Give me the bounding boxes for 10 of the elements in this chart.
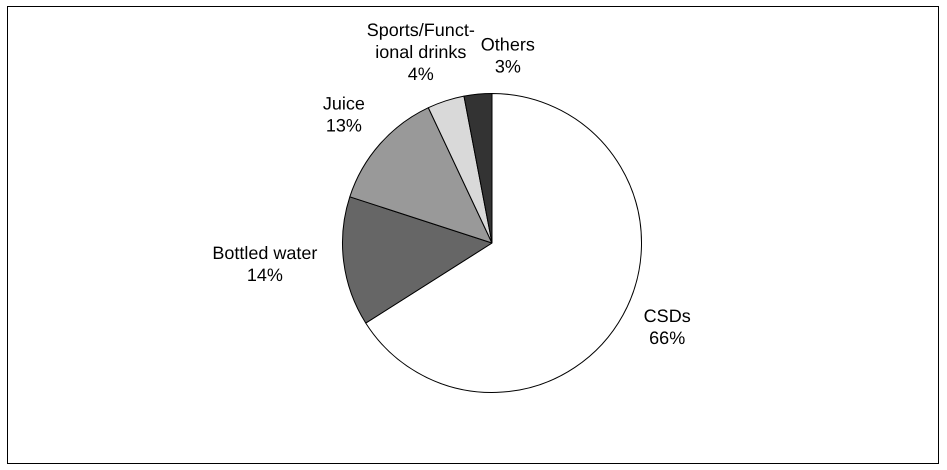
data-label: 4%	[408, 64, 434, 84]
data-label: 66%	[649, 328, 686, 348]
slice-label: Others	[480, 34, 535, 54]
slice-label: Bottled water	[212, 243, 318, 264]
slice-label: Sports/Funct- ional drinks	[366, 20, 475, 62]
slice-label: Juice	[322, 93, 365, 114]
slice-label: CSDs	[644, 306, 691, 326]
data-label: 13%	[326, 115, 362, 136]
data-label: 14%	[246, 265, 283, 286]
data-label: 3%	[494, 56, 521, 76]
